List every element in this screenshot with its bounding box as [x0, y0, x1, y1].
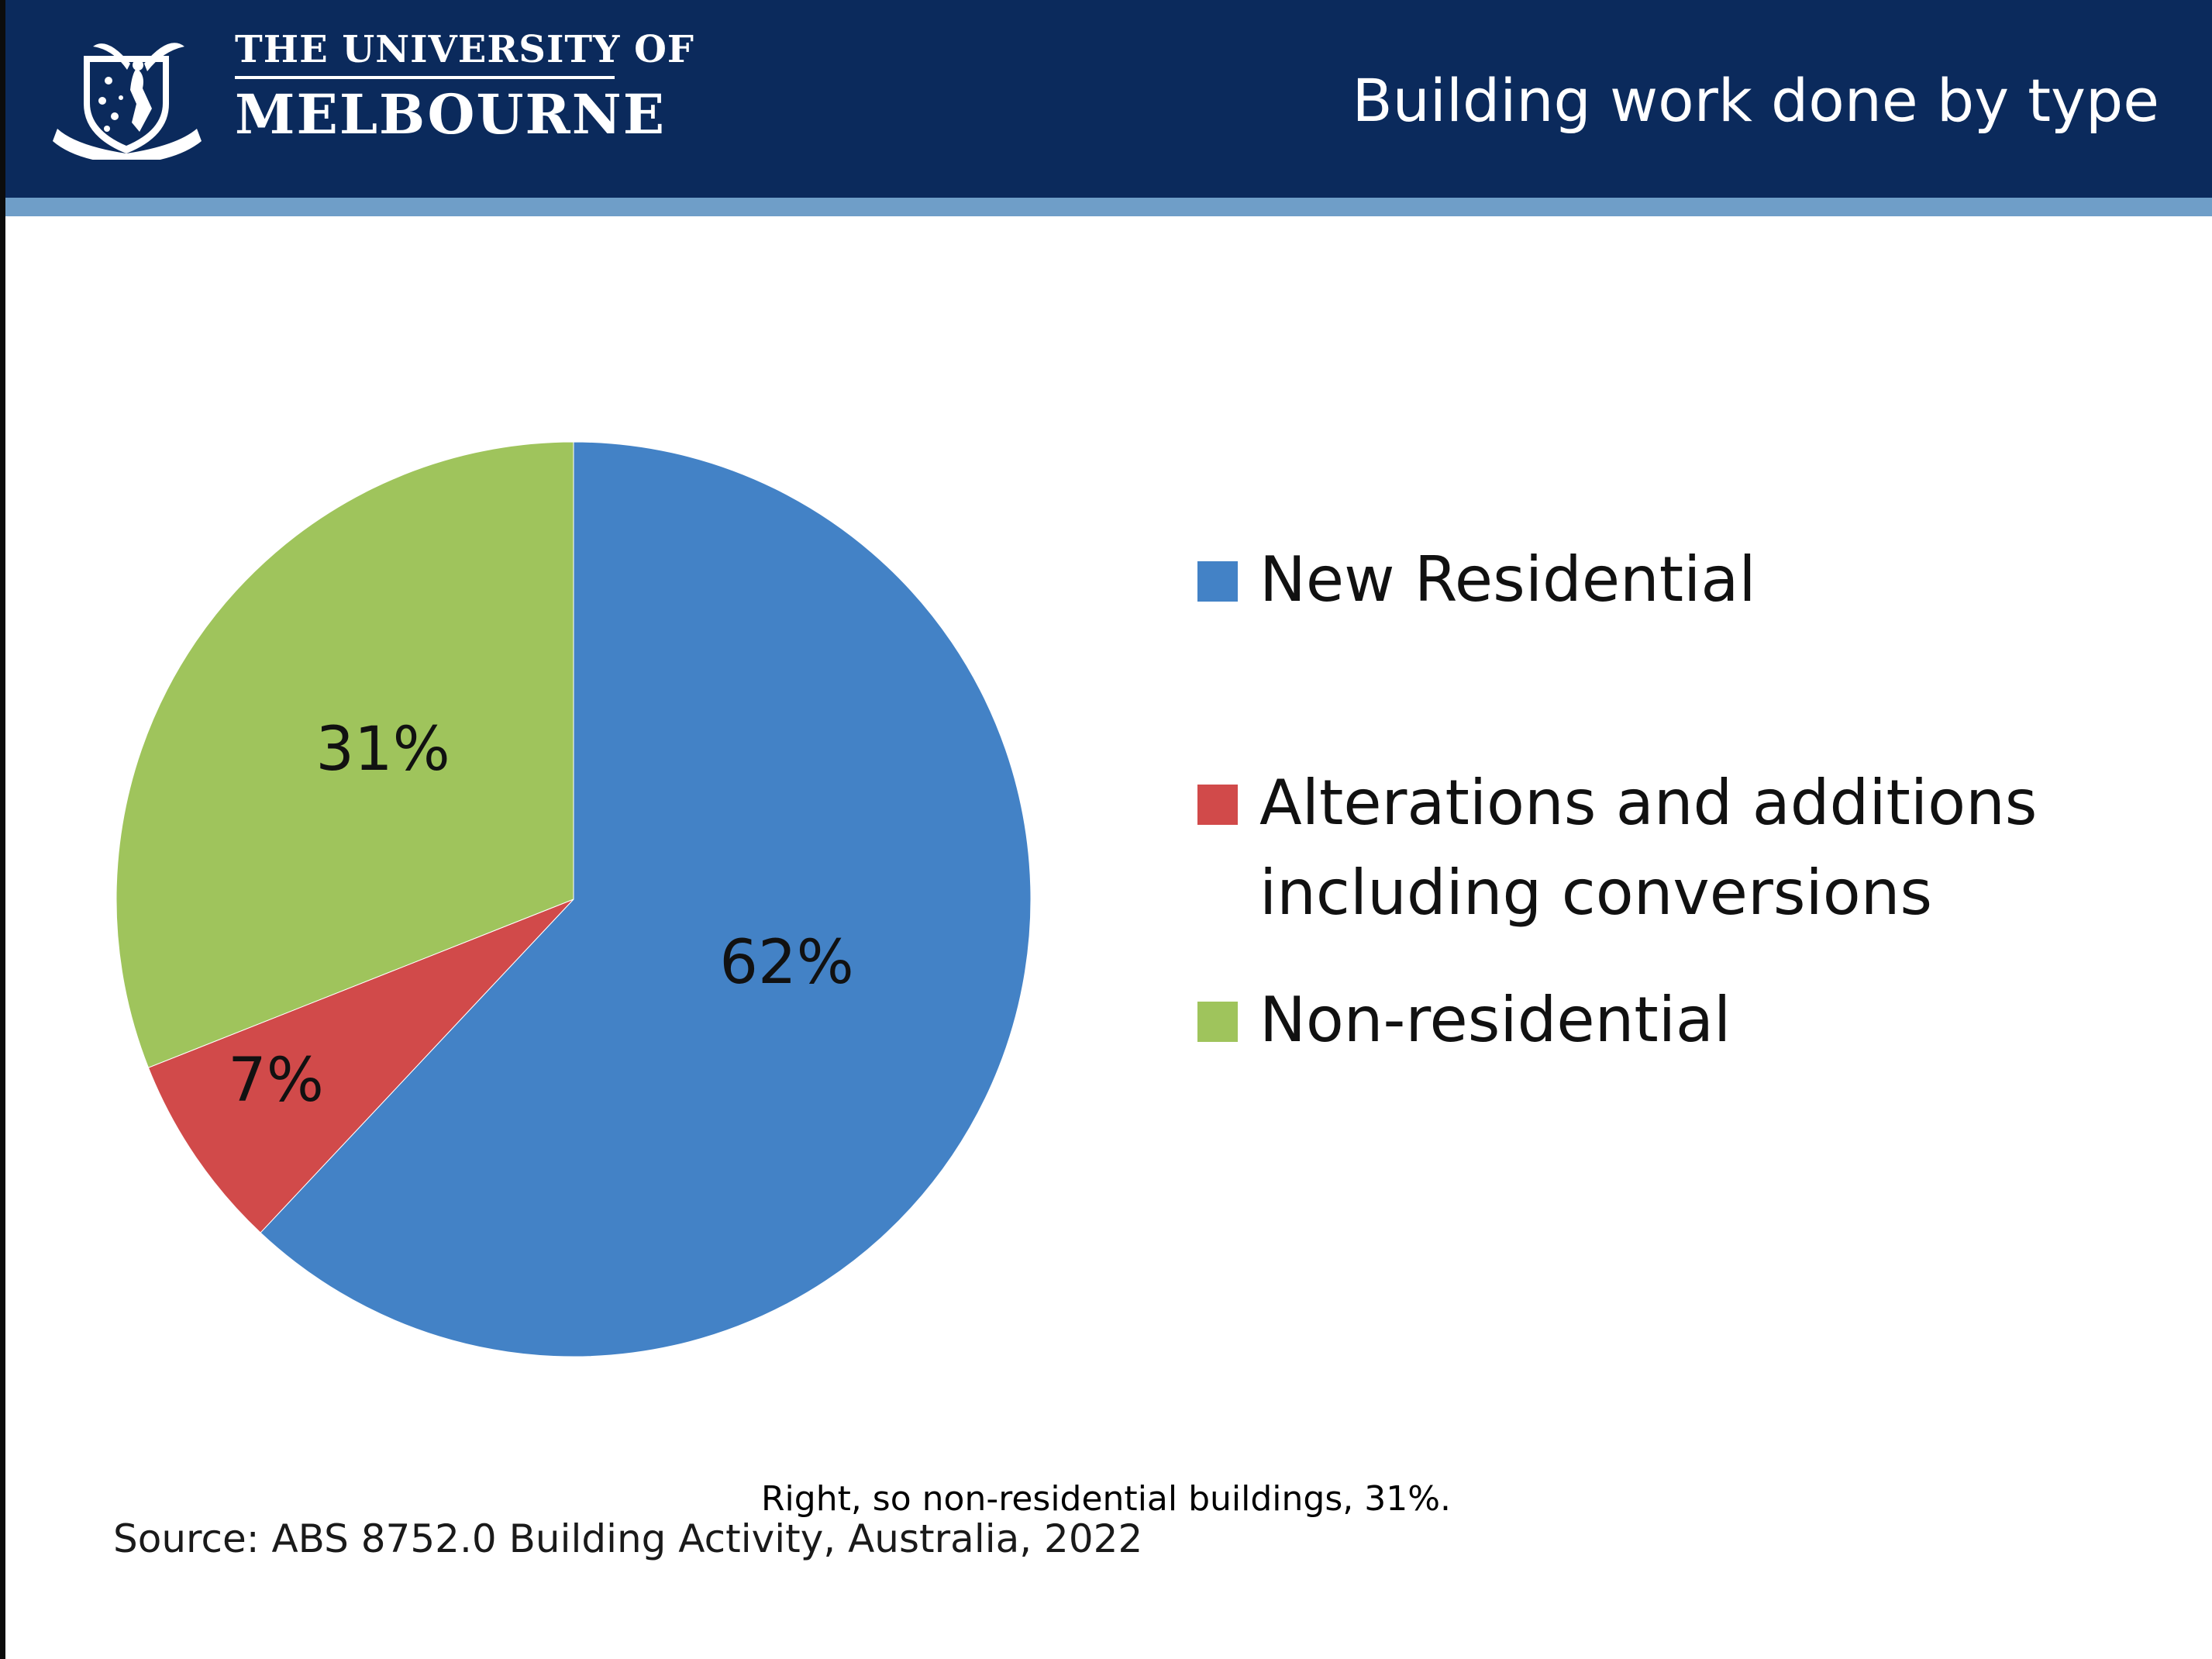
pie-slice-new-residential: [260, 441, 1032, 1357]
pie-slice-non-residential: [115, 441, 574, 1068]
legend-swatch: [1197, 785, 1238, 825]
legend-swatch: [1197, 561, 1238, 602]
header-bar: THE UNIVERSITY OF MELBOURNE Building wor…: [5, 0, 2212, 198]
legend-label: New Residential: [1259, 543, 1756, 616]
university-wordmark: THE UNIVERSITY OF MELBOURNE: [235, 26, 694, 144]
legend-label: Alterations and additions: [1259, 767, 2038, 839]
legend-label: Non-residential: [1259, 984, 1731, 1056]
slice-data-label: 31%: [315, 715, 450, 785]
slice-data-label: 7%: [228, 1046, 324, 1116]
left-edge-border: [0, 0, 5, 1659]
source-citation: Source: ABS 8752.0 Building Activity, Au…: [113, 1516, 1143, 1561]
legend-item: New Residential: [1197, 535, 1756, 625]
legend-label: including conversions: [1259, 857, 1933, 929]
legend-swatch: [1197, 1002, 1238, 1042]
legend-item: Alterations and additions including conve…: [1197, 758, 2037, 938]
logo-line-2: MELBOURNE: [235, 82, 667, 147]
legend-item: Non-residential: [1197, 975, 1731, 1065]
video-caption: Right, so non-residential buildings, 31%…: [760, 1479, 1452, 1519]
logo-rule: [235, 76, 615, 79]
university-crest-icon: [53, 43, 202, 160]
logo-line-1: THE UNIVERSITY OF: [235, 28, 694, 71]
pie-slice-alterations-and-additions-including-conversions: [147, 898, 574, 1233]
header-stripe: [5, 198, 2212, 216]
page-title: Building work done by type: [1352, 66, 2159, 135]
slice-data-label: 62%: [719, 928, 853, 998]
